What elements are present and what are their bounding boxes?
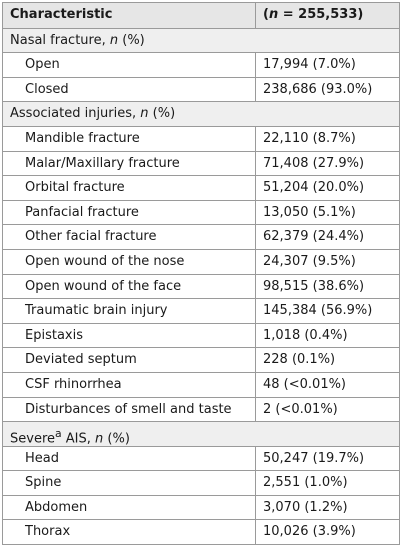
row-label: Open (3, 53, 256, 77)
table-row: Malar/Maxillary fracture 71,408 (27.9%) (3, 150, 399, 176)
row-label: Head (3, 446, 256, 471)
row-value: 3,070 (1.2%) (263, 499, 348, 515)
row-value: 62,379 (24.4%) (263, 229, 365, 245)
section-title-suffix: (%) (103, 431, 130, 446)
table-row: Open 17,994 (7.0%) (3, 52, 399, 77)
section-title: Associated injuries, n (%) (3, 102, 399, 126)
row-label: Panfacial fracture (3, 200, 256, 225)
header-n-prefix: ( (263, 7, 269, 22)
row-label: Epistaxis (3, 323, 256, 348)
section-title-suffix: (%) (148, 106, 176, 122)
row-label: Malar/Maxillary fracture (3, 151, 256, 176)
row-value: 51,204 (20.0%) (263, 180, 365, 196)
row-value: 13,050 (5.1%) (263, 204, 356, 220)
table-row: Head 50,247 (19.7%) (3, 445, 399, 471)
table-row: Disturbances of smell and taste 2 (<0.01%… (3, 396, 399, 422)
row-value: 10,026 (3.9%) (263, 524, 356, 540)
table-row: Open wound of the nose 24,307 (9.5%) (3, 248, 399, 274)
row-value: 238,686 (93.0%) (263, 81, 373, 97)
row-value: 24,307 (9.5%) (263, 253, 356, 269)
row-value: 145,384 (56.9%) (263, 303, 373, 319)
table-header-row: Characteristic (n = 255,533) (3, 3, 399, 28)
row-label: Spine (3, 471, 256, 495)
table-row: Epistaxis 1,018 (0.4%) (3, 322, 399, 348)
row-label: Thorax (3, 520, 256, 545)
row-value: 17,994 (7.0%) (263, 57, 356, 73)
row-label: Disturbances of smell and taste (3, 397, 256, 422)
characteristics-table: Characteristic (n = 255,533) Nasal fract… (2, 2, 400, 546)
table-row: Mandible fracture 22,110 (8.7%) (3, 125, 399, 151)
row-value: 2,551 (1.0%) (263, 475, 348, 491)
table-row: Spine 2,551 (1.0%) (3, 470, 399, 495)
row-label: CSF rhinorrhea (3, 372, 256, 397)
row-label: Orbital fracture (3, 176, 256, 200)
row-label: Closed (3, 77, 256, 102)
section-row-severe-ais: Severea AIS, n (%) (3, 421, 399, 446)
row-label: Mandible fracture (3, 126, 256, 151)
header-sample-size: (n = 255,533) (256, 3, 399, 28)
section-row-associated-injuries: Associated injuries, n (%) (3, 101, 399, 126)
table-row: Open wound of the face 98,515 (38.6%) (3, 273, 399, 299)
section-title: Severea AIS, n (%) (3, 422, 399, 446)
section-title-mid: AIS, (61, 431, 96, 446)
row-label: Deviated septum (3, 348, 256, 372)
row-label: Abdomen (3, 495, 256, 520)
row-value: 1,018 (0.4%) (263, 327, 348, 343)
row-value: 50,247 (19.7%) (263, 450, 365, 466)
header-n-symbol: n (268, 7, 279, 22)
row-label: Open wound of the nose (3, 249, 256, 274)
table-row: Traumatic brain injury 145,384 (56.9%) (3, 298, 399, 323)
row-value: 228 (0.1%) (263, 352, 336, 368)
row-value: 71,408 (27.9%) (263, 155, 365, 171)
row-label: Open wound of the face (3, 274, 256, 299)
section-title-n: n (140, 106, 149, 122)
row-value: 48 (<0.01%) (263, 376, 347, 392)
section-title-footnote: a (55, 427, 62, 441)
section-title-n: n (109, 32, 119, 48)
table-row: Orbital fracture 51,204 (20.0%) (3, 175, 399, 200)
row-label: Other facial fracture (3, 225, 256, 249)
row-value: 22,110 (8.7%) (263, 130, 356, 146)
row-value: 2 (<0.01%) (263, 401, 338, 417)
section-title-prefix: Associated injuries, (10, 106, 141, 122)
table-row: Deviated septum 228 (0.1%) (3, 347, 399, 372)
section-title: Nasal fracture, n (%) (3, 29, 399, 53)
row-label: Traumatic brain injury (3, 299, 256, 323)
table-row: CSF rhinorrhea 48 (<0.01%) (3, 371, 399, 397)
section-title-prefix: Severe (10, 431, 55, 446)
section-title-n: n (95, 431, 104, 446)
table-row: Panfacial fracture 13,050 (5.1%) (3, 199, 399, 225)
table-row: Other facial fracture 62,379 (24.4%) (3, 224, 399, 249)
row-value: 98,515 (38.6%) (263, 278, 365, 294)
section-title-prefix: Nasal fracture, (10, 32, 110, 48)
table-row: Thorax 10,026 (3.9%) (3, 519, 399, 545)
section-title-suffix: (%) (118, 32, 145, 48)
header-n-suffix: = 255,533) (278, 7, 364, 22)
section-row-nasal-fracture: Nasal fracture, n (%) (3, 27, 399, 53)
table-row: Closed 238,686 (93.0%) (3, 76, 399, 102)
header-characteristic: Characteristic (3, 3, 256, 28)
table-row: Abdomen 3,070 (1.2%) (3, 494, 399, 520)
